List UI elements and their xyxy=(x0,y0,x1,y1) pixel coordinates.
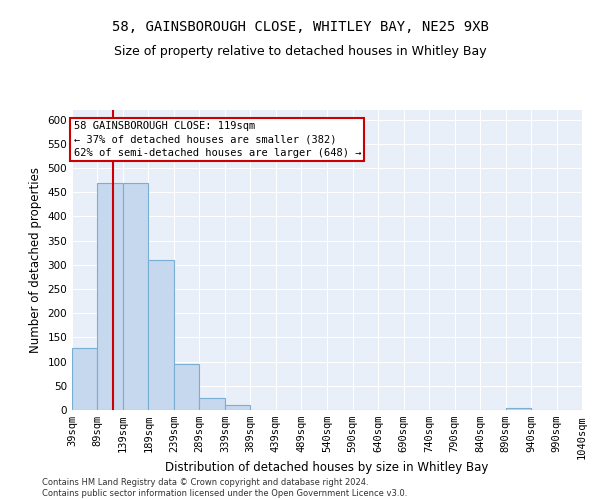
X-axis label: Distribution of detached houses by size in Whitley Bay: Distribution of detached houses by size … xyxy=(166,462,488,474)
Text: 58 GAINSBOROUGH CLOSE: 119sqm
← 37% of detached houses are smaller (382)
62% of : 58 GAINSBOROUGH CLOSE: 119sqm ← 37% of d… xyxy=(74,121,361,158)
Bar xyxy=(97,182,123,410)
Bar xyxy=(72,348,97,410)
Text: Size of property relative to detached houses in Whitley Bay: Size of property relative to detached ho… xyxy=(113,45,487,58)
Y-axis label: Number of detached properties: Number of detached properties xyxy=(29,167,42,353)
Bar xyxy=(506,408,531,410)
Text: Contains HM Land Registry data © Crown copyright and database right 2024.
Contai: Contains HM Land Registry data © Crown c… xyxy=(42,478,407,498)
Bar xyxy=(123,182,148,410)
Text: 58, GAINSBOROUGH CLOSE, WHITLEY BAY, NE25 9XB: 58, GAINSBOROUGH CLOSE, WHITLEY BAY, NE2… xyxy=(112,20,488,34)
Bar xyxy=(148,260,174,410)
Bar xyxy=(225,405,250,410)
Bar xyxy=(174,364,199,410)
Bar xyxy=(199,398,225,410)
